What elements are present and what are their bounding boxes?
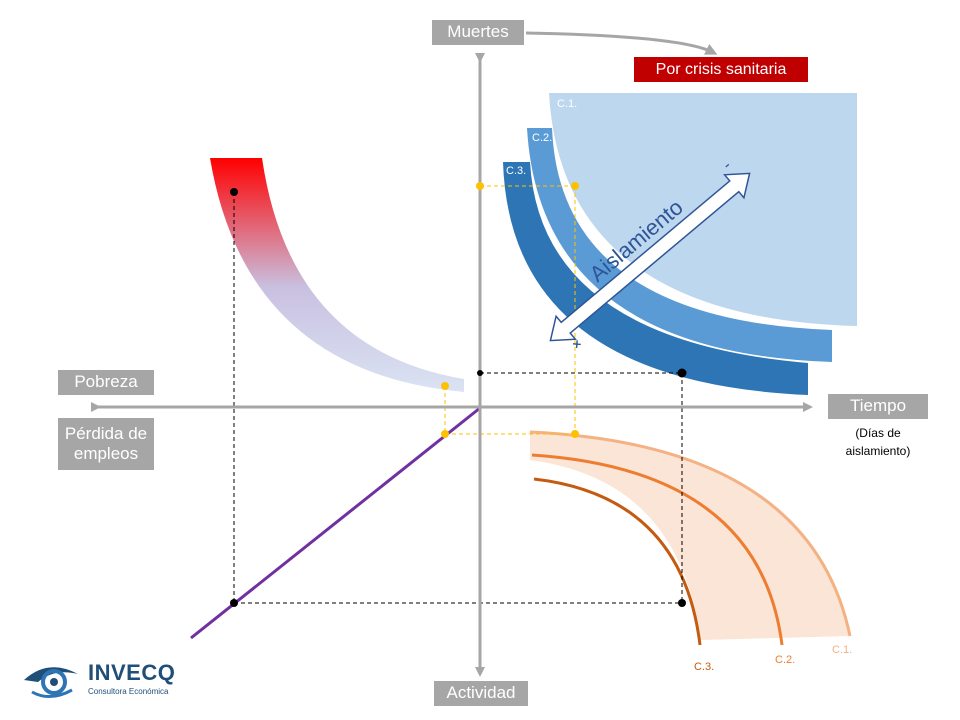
invecq-logo-mark	[24, 667, 78, 698]
axis-label-actividad: Actividad	[434, 681, 528, 706]
activity-curve-c2	[531, 453, 784, 646]
activity-curve-c3	[533, 477, 702, 646]
crisis-label: Por crisis sanitaria	[634, 57, 808, 82]
axis-label-tiempo: Tiempo	[828, 394, 928, 419]
activity-curve-c1	[529, 430, 852, 637]
muertes-to-crisis-arrow	[525, 31, 718, 55]
health-scenario-c2: C.2.	[532, 132, 553, 144]
activity-band	[530, 432, 850, 640]
axis-label-muertes: Muertes	[432, 20, 524, 45]
logo-name: INVECQ	[88, 660, 176, 685]
black-points	[230, 188, 687, 607]
activity-scenario-c2: C.2.	[775, 654, 796, 666]
isolation-plus-sign: ×	[569, 335, 585, 352]
health-band-c3	[503, 162, 808, 395]
employment-diagonal	[190, 406, 481, 640]
axis-label-perdida-empleos: Pérdida de empleos	[58, 418, 154, 470]
health-band-c2	[527, 128, 832, 362]
axis-label-pobreza: Pobreza	[58, 370, 154, 395]
health-scenario-c1: C.1.	[557, 98, 578, 110]
logo-tagline: Consultora Económica	[88, 687, 169, 696]
yellow-points	[441, 182, 579, 438]
invecq-logo: INVECQ Consultora Económica	[20, 656, 210, 702]
activity-scenario-c1: C.1.	[832, 644, 853, 656]
activity-scenario-c3: C.3.	[694, 661, 715, 673]
poverty-band	[210, 158, 464, 392]
health-scenario-c3: C.3.	[506, 165, 527, 177]
axis-note-dias-aislamiento: (Días de aislamiento)	[845, 426, 911, 458]
